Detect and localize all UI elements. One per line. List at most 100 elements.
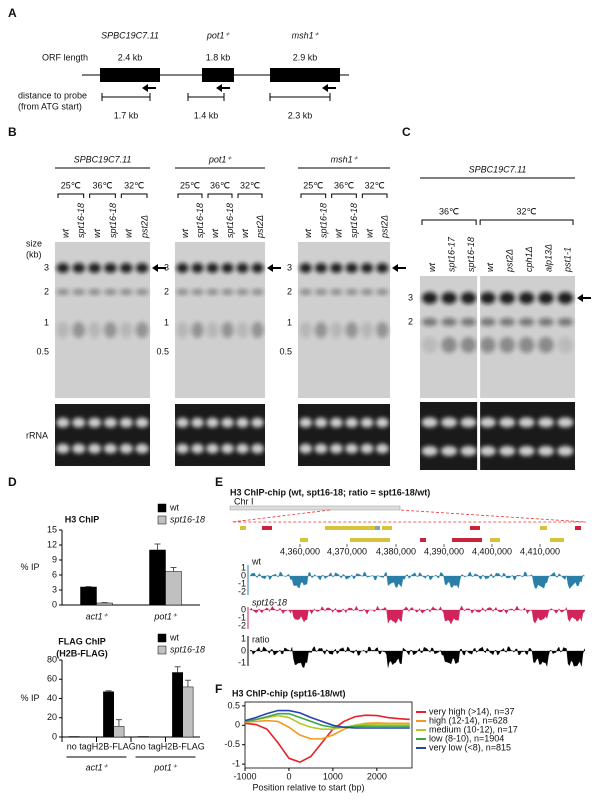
rrna-gel <box>298 404 390 466</box>
distance: 2.3 kb <box>288 110 313 120</box>
gene-name: pot1⁺ <box>208 154 233 164</box>
x-tick-label: 2000 <box>367 771 387 781</box>
panel-label: E <box>215 475 223 489</box>
y-tick-label: 20 <box>47 712 57 722</box>
gene-feature <box>375 526 380 530</box>
band <box>251 263 264 273</box>
bracket <box>479 219 574 225</box>
band <box>206 289 219 295</box>
legend-label: spt16-18 <box>170 514 205 524</box>
bar <box>113 726 125 738</box>
band <box>221 263 234 273</box>
rrna-gel <box>420 402 575 470</box>
band <box>518 318 535 326</box>
band <box>299 263 312 273</box>
bar <box>96 602 113 606</box>
band <box>360 322 374 338</box>
y-tick-label: 15 <box>47 524 57 534</box>
band <box>538 337 554 353</box>
error-bar <box>174 666 181 673</box>
size-label: 3 <box>44 262 49 272</box>
lane-label: spt16-18 <box>76 203 86 238</box>
rrna-band <box>251 417 264 428</box>
rrna-band <box>299 417 313 428</box>
x-axis-label: Position relative to start (bp) <box>252 782 364 792</box>
rrna-band <box>236 443 249 454</box>
lane-label: cph1Δ <box>524 246 534 272</box>
gap <box>477 276 481 398</box>
row-label: ORF length <box>42 52 88 62</box>
blot <box>298 242 390 398</box>
bracket <box>421 219 477 225</box>
track-tick-label: 1 <box>241 562 246 572</box>
band <box>345 289 358 295</box>
temperature: 25℃ <box>61 180 81 190</box>
track-name: ratio <box>252 634 270 644</box>
gene-feature <box>300 538 308 542</box>
bar <box>149 549 166 606</box>
lane-label: spt16-18 <box>318 203 328 238</box>
gene-feature <box>262 526 272 530</box>
legend-label: spt16-18 <box>170 644 205 654</box>
band <box>480 337 496 353</box>
rrna-band <box>360 417 374 428</box>
size-label: 2 <box>164 286 169 296</box>
chart-subtitle: (H2B-FLAG) <box>56 648 108 658</box>
signal-track <box>249 605 586 625</box>
track-tick-label: -2 <box>238 620 246 630</box>
track-tick-label: 0 <box>241 604 246 614</box>
temperature: 32℃ <box>365 180 385 190</box>
lane-label: spt16-18 <box>225 203 235 238</box>
arrow-head <box>152 264 158 272</box>
band <box>499 337 515 353</box>
coordinate-label: 4,380,000 <box>376 546 416 556</box>
size-label: 0.5 <box>279 346 292 356</box>
bracket <box>237 193 263 198</box>
rrna-band <box>236 417 249 428</box>
y-tick-label: 3 <box>52 584 57 594</box>
row-label: (from ATG start) <box>18 101 82 111</box>
rrna-band <box>440 445 458 456</box>
gene-feature <box>350 538 390 542</box>
gene-feature <box>452 538 482 542</box>
rrna-band <box>499 445 516 456</box>
orf-length: 2.9 kb <box>293 52 318 62</box>
error-bar <box>154 543 161 550</box>
band <box>330 289 343 295</box>
band <box>345 322 358 338</box>
band <box>251 322 264 338</box>
gene-feature <box>382 526 392 530</box>
band <box>191 322 204 338</box>
gene-name: msh1⁺ <box>292 30 320 40</box>
track-tick-label: 0 <box>241 645 246 655</box>
band <box>314 289 328 295</box>
legend-label: low (8-10), n=1904 <box>429 733 504 743</box>
legend-label: medium (10-12), n=17 <box>429 724 518 734</box>
band <box>518 292 535 304</box>
distance: 1.4 kb <box>194 110 219 120</box>
rrna-band <box>206 417 219 428</box>
series-line <box>244 712 410 729</box>
lane-label: wt <box>124 229 134 238</box>
band <box>176 263 189 273</box>
gene-feature <box>420 538 426 542</box>
rrna-band <box>176 443 189 454</box>
band <box>221 289 234 295</box>
rrna-band <box>537 417 555 428</box>
bracket <box>361 193 388 198</box>
rrna-band <box>72 417 86 428</box>
track-tick-label: -1 <box>238 612 246 622</box>
band <box>236 322 249 338</box>
band <box>236 289 249 295</box>
x-tick-label: no tag <box>67 741 92 751</box>
error-bar <box>101 602 108 603</box>
y-axis-label: % IP <box>20 562 39 572</box>
band <box>345 263 358 273</box>
band <box>72 322 86 338</box>
rrna-band <box>176 417 189 428</box>
lane-label: wt <box>210 229 220 238</box>
size-label: 1 <box>44 317 49 327</box>
x-tick-label: H2B-FLAG <box>92 741 136 751</box>
rrna-band <box>375 443 389 454</box>
rrna-band <box>557 445 574 456</box>
